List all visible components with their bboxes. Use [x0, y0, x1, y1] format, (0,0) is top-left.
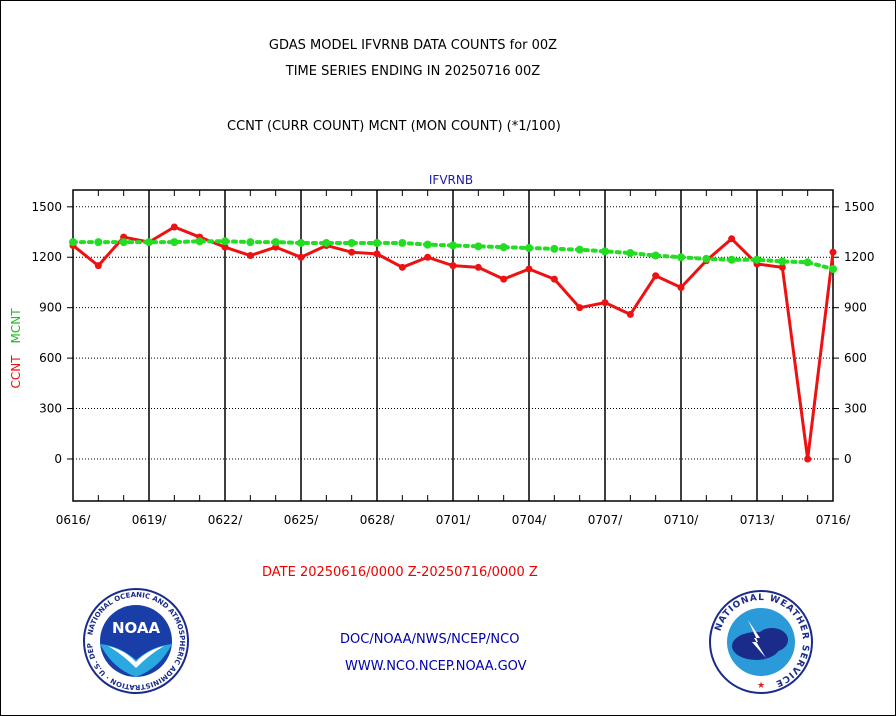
data-point-mcnt	[347, 238, 356, 247]
data-point-mcnt	[727, 255, 736, 264]
data-point-ccnt	[474, 263, 482, 271]
y-tick-label-right: 0	[844, 452, 852, 466]
axes: 0 0 300 300 600 600 900 900 1200 1200 1500 1500 0616…	[31, 190, 875, 527]
y-tick-label-left: 1500	[31, 200, 62, 214]
plot-title: IFVRNB	[429, 173, 473, 187]
x-tick-label: 0707/	[588, 513, 624, 527]
x-tick-label: 0625/	[284, 513, 320, 527]
data-point-ccnt	[170, 223, 178, 231]
x-tick-label: 0622/	[208, 513, 244, 527]
data-point-mcnt	[803, 258, 812, 267]
chart-title-line1: GDAS MODEL IFVRNB DATA COUNTS for 00Z	[268, 38, 558, 53]
data-point-mcnt	[753, 255, 761, 264]
data-point-mcnt	[423, 240, 432, 249]
data-point-mcnt	[119, 238, 128, 247]
date-range-label: DATE 20250616/0000 Z-20250716/0000 Z	[262, 565, 538, 580]
data-point-mcnt	[94, 238, 103, 247]
x-tick-label: 0628/	[360, 513, 396, 527]
data-point-mcnt	[297, 238, 305, 247]
chart-title-line2: TIME SERIES ENDING IN 20250716 00Z	[285, 64, 541, 79]
data-point-ccnt	[449, 262, 457, 270]
data-point-mcnt	[474, 242, 483, 251]
noaa-logo-text: NOAA	[112, 619, 161, 637]
data-point-ccnt	[576, 304, 584, 312]
chart-subtitle: CCNT (CURR COUNT) MCNT (MON COUNT) (*1/1…	[227, 119, 561, 134]
x-tick-label: 0704/	[512, 513, 548, 527]
data-point-mcnt	[550, 244, 559, 253]
data-point-mcnt	[499, 243, 508, 252]
data-point-mcnt	[601, 247, 609, 256]
data-point-ccnt	[398, 263, 406, 271]
data-point-ccnt	[601, 299, 609, 307]
y-tick-label-right: 1500	[844, 200, 875, 214]
data-point-mcnt	[373, 238, 381, 247]
x-tick-label: 0710/	[664, 513, 700, 527]
data-point-ccnt	[500, 275, 508, 283]
data-point-mcnt	[626, 249, 635, 258]
data-point-mcnt	[271, 238, 280, 247]
data-point-ccnt	[373, 250, 381, 258]
data-point-mcnt	[677, 253, 685, 262]
y-axis-label-mcnt: MCNT	[9, 308, 23, 344]
data-point-ccnt	[728, 235, 736, 243]
data-point-mcnt	[778, 257, 787, 266]
nws-logo: NATIONAL WEATHER SERVICE ★	[709, 590, 813, 694]
y-tick-label-left: 600	[39, 351, 62, 365]
data-point-ccnt	[626, 310, 634, 318]
data-point-ccnt	[677, 284, 685, 292]
x-tick-label: 0713/	[740, 513, 776, 527]
y-axis-label-ccnt: CCNT	[9, 355, 23, 389]
data-point-ccnt	[829, 248, 837, 256]
y-tick-label-left: 300	[39, 402, 62, 416]
nco-path-link[interactable]: DOC/NOAA/NWS/NCEP/NCO	[340, 632, 520, 647]
data-point-ccnt	[221, 243, 229, 251]
y-tick-label-right: 900	[844, 301, 867, 315]
data-point-mcnt	[322, 238, 331, 247]
data-point-ccnt	[804, 455, 812, 463]
grid	[73, 190, 833, 501]
y-tick-label-left: 0	[54, 452, 62, 466]
series	[69, 223, 837, 463]
y-tick-label-left: 1200	[31, 250, 62, 264]
y-tick-label-right: 300	[844, 402, 867, 416]
data-point-mcnt	[221, 237, 229, 246]
data-point-ccnt	[652, 272, 660, 280]
data-point-mcnt	[69, 238, 77, 247]
y-tick-label-left: 900	[39, 301, 62, 315]
data-point-ccnt	[550, 275, 558, 283]
nco-website-link[interactable]: WWW.NCO.NCEP.NOAA.GOV	[345, 659, 527, 674]
data-point-mcnt	[651, 251, 660, 260]
svg-text:★: ★	[757, 681, 765, 691]
data-point-mcnt	[575, 245, 584, 254]
x-tick-label: 0616/	[56, 513, 92, 527]
data-point-mcnt	[829, 265, 837, 274]
data-point-mcnt	[702, 254, 711, 263]
data-point-ccnt	[94, 262, 102, 270]
data-point-mcnt	[195, 237, 204, 246]
data-point-mcnt	[398, 238, 407, 247]
data-point-mcnt	[170, 238, 179, 247]
x-tick-label: 0701/	[436, 513, 472, 527]
noaa-logo: NATIONAL OCEANIC AND ATMOSPHERIC ADMINIS…	[80, 588, 189, 694]
data-point-ccnt	[297, 253, 305, 261]
data-point-mcnt	[525, 243, 533, 252]
x-tick-label: 0619/	[132, 513, 168, 527]
data-point-ccnt	[778, 263, 786, 271]
data-point-ccnt	[424, 253, 432, 261]
data-point-ccnt	[525, 265, 533, 273]
data-point-ccnt	[348, 248, 356, 256]
y-tick-label-right: 1200	[844, 250, 875, 264]
data-point-ccnt	[246, 252, 254, 260]
data-point-mcnt	[246, 238, 255, 247]
y-tick-label-right: 600	[844, 351, 867, 365]
data-point-mcnt	[145, 238, 153, 247]
data-point-mcnt	[449, 241, 457, 250]
x-tick-label: 0716/	[816, 513, 852, 527]
